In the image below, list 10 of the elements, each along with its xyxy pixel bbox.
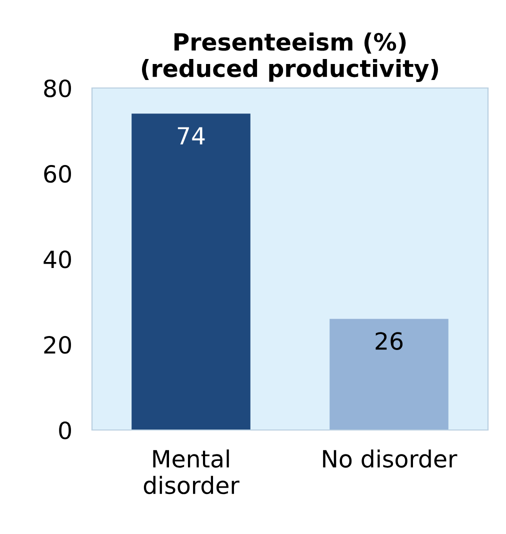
- y-tick-label: 80: [44, 79, 71, 98]
- y-tick-label: 40: [44, 250, 71, 268]
- x-tick-label: Mental disorder: [144, 449, 240, 494]
- y-tick-label: 20: [44, 336, 71, 354]
- x-tick-label: No disorder: [323, 449, 458, 468]
- y-tick-label: 60: [44, 164, 71, 183]
- y-tick-label: 0: [59, 421, 71, 440]
- chart-title: Presenteeism (%) (reduced productivity): [142, 32, 438, 82]
- data-label: 26: [376, 332, 403, 350]
- data-label: 74: [178, 127, 205, 144]
